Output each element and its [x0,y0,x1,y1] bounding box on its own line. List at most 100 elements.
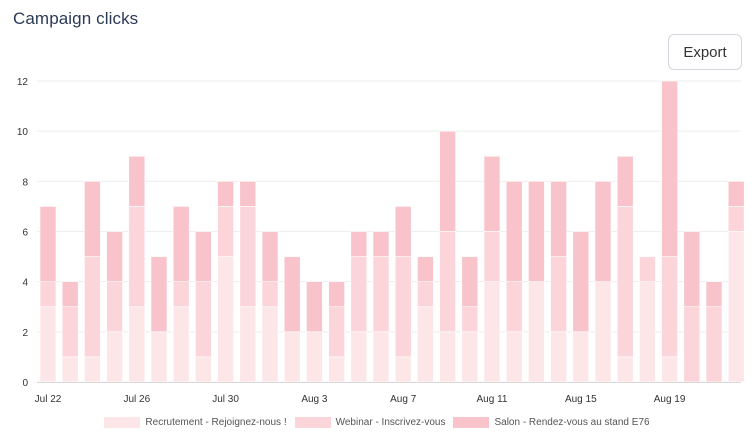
bar-segment[interactable] [306,281,323,333]
bar-segment[interactable] [39,306,57,383]
bar-segment[interactable] [550,256,567,333]
bar-segment[interactable] [616,356,634,383]
x-tick-label: Jul 22 [35,394,62,405]
bar-segment[interactable] [328,306,345,358]
bar-segment[interactable] [505,331,523,383]
bar-segment[interactable] [195,356,212,383]
x-tick-label: Aug 15 [565,394,597,405]
bar-segment[interactable] [128,155,146,207]
bar-segment[interactable] [350,256,368,333]
bar-segment[interactable] [461,306,479,333]
bar-segment[interactable] [172,206,190,282]
bar-segment[interactable] [417,281,434,308]
bar-segment[interactable] [616,155,634,207]
bar-segment[interactable] [528,181,545,282]
bar-segment[interactable] [306,331,323,383]
bar-segment[interactable] [39,206,57,282]
bar-segment[interactable] [483,231,501,282]
bar-segment[interactable] [261,306,279,383]
bar-segment[interactable] [372,256,390,333]
legend-item-recrutement[interactable]: Recrutement - Rejoignez-nous ! [104,416,287,428]
bar-segment[interactable] [350,231,368,257]
bar-segment[interactable] [528,281,545,383]
bar-segment[interactable] [394,206,412,257]
bar-segment[interactable] [394,356,412,383]
bar-segment[interactable] [195,281,212,358]
bar-segment[interactable] [61,356,79,383]
bar-segment[interactable] [505,281,523,333]
bar-segment[interactable] [372,231,390,257]
bar-segment[interactable] [661,356,678,383]
bar-segment[interactable] [439,331,456,383]
bar-segment[interactable] [661,256,678,358]
bar-segment[interactable] [84,256,101,358]
bar-segment[interactable] [350,331,368,383]
legend-item-webinar[interactable]: Webinar - Inscrivez-vous [294,416,445,428]
bar-segment[interactable] [439,130,456,232]
bar-segment[interactable] [150,331,168,383]
bar-segment[interactable] [616,206,634,358]
bar-segment[interactable] [639,281,656,383]
bar-segment[interactable] [372,331,390,383]
bar-segment[interactable] [417,256,434,282]
bar-segment[interactable] [328,356,345,383]
bar-segment[interactable] [439,231,456,333]
bar-segment[interactable] [727,206,745,232]
bar-segment[interactable] [417,306,434,383]
bar-segment[interactable] [594,181,612,282]
legend-swatch-salon [453,416,490,428]
bar-segment[interactable] [661,80,678,257]
bar-segment[interactable] [239,306,257,383]
bar-segment[interactable] [84,181,101,257]
bar-segment[interactable] [61,281,79,308]
bar-segment[interactable] [483,281,501,383]
bar-segment[interactable] [39,281,57,308]
bar-segment[interactable] [128,306,146,383]
bar-segment[interactable] [705,306,723,383]
bar-segment[interactable] [61,306,79,358]
y-tick-label: 10 [17,127,29,138]
bar-segment[interactable] [261,281,279,308]
bar-segment[interactable] [727,181,745,207]
bar-segment[interactable] [572,331,590,383]
bar-segment[interactable] [727,231,745,383]
page-title: Campaign clicks [13,9,139,28]
bar-segment[interactable] [394,256,412,358]
bar-segment[interactable] [572,231,590,333]
bar-segment[interactable] [461,256,479,308]
bar-segment[interactable] [550,181,567,257]
bar-segment[interactable] [172,281,190,308]
bar-segment[interactable] [683,306,701,383]
bar-segment[interactable] [683,231,701,308]
bar-segment[interactable] [195,231,212,282]
bar-segment[interactable] [505,181,523,282]
bar-segment[interactable] [217,181,234,207]
bar-segment[interactable] [705,281,723,308]
bar-segment[interactable] [128,206,146,308]
bar-segment[interactable] [106,231,123,282]
bar-segment[interactable] [239,181,257,207]
bar-segment[interactable] [261,231,279,282]
bar-segment[interactable] [217,256,234,383]
bar-segment[interactable] [283,331,301,383]
bar-segment[interactable] [239,206,257,308]
y-tick-label: 4 [22,278,28,289]
y-tick-label: 8 [22,177,28,188]
bar-segment[interactable] [461,331,479,383]
bar-segment[interactable] [217,206,234,257]
export-button[interactable]: Export [668,34,742,70]
bar-segment[interactable] [150,256,168,333]
bar-segment[interactable] [283,256,301,333]
bar-segment[interactable] [594,281,612,383]
bar-segment[interactable] [483,155,501,232]
bar-segment[interactable] [639,256,656,282]
bar-segment[interactable] [106,331,123,383]
bar-segment[interactable] [550,331,567,383]
legend-item-salon[interactable]: Salon - Rendez-vous au stand E76 [453,416,650,428]
x-tick-label: Aug 7 [390,394,417,405]
bar-segment[interactable] [172,306,190,383]
bar-segment[interactable] [328,281,345,308]
bar-segment[interactable] [106,281,123,333]
y-tick-label: 12 [17,77,29,88]
bar-segment[interactable] [84,356,101,383]
